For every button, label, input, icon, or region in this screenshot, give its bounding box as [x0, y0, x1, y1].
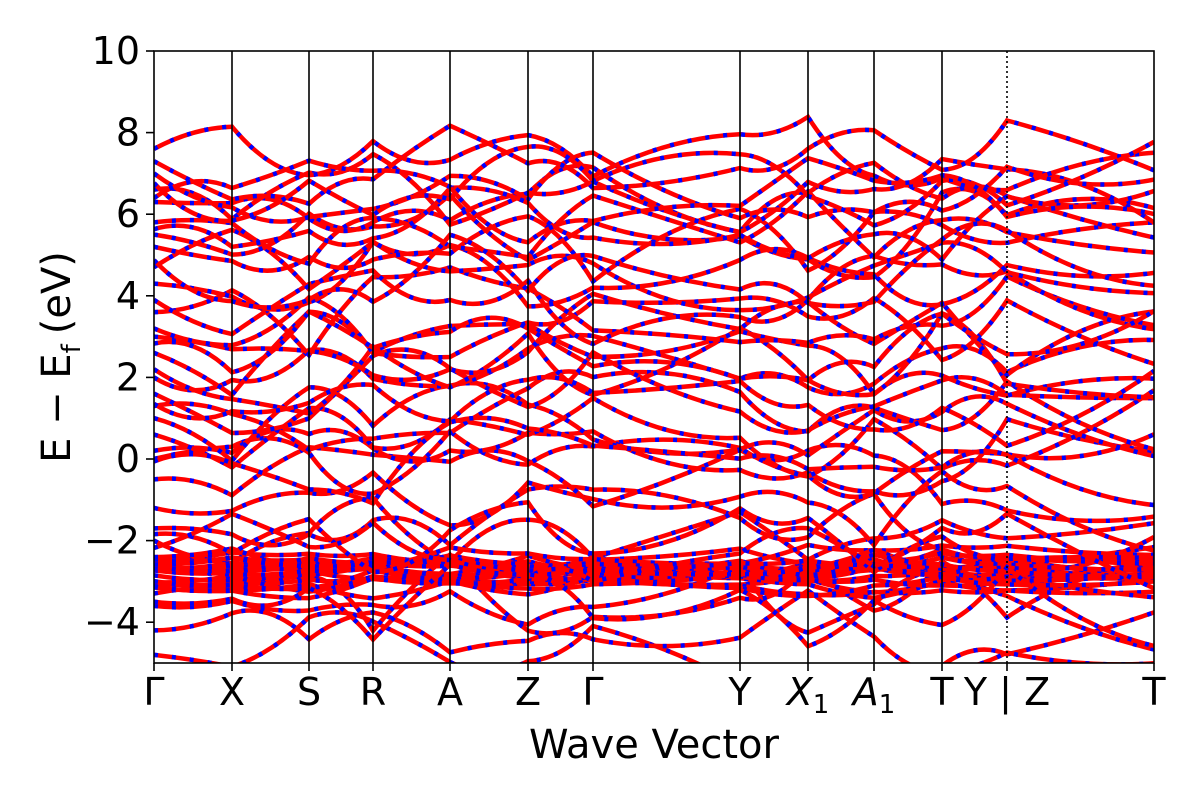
band-line-red	[154, 587, 1154, 663]
x-tick-label: Y	[727, 670, 752, 714]
y-axis-title-sub: f	[57, 343, 87, 353]
x-tick-label: T	[929, 670, 954, 714]
band-line-blue-dashed	[154, 308, 1154, 383]
x-tick-label: S	[297, 670, 321, 714]
band-line-blue-dashed	[154, 380, 1154, 465]
band-line-blue-dashed	[154, 428, 1154, 500]
x-tick-label: A1	[850, 670, 896, 720]
y-tick-label: 2	[116, 355, 140, 399]
y-axis-title: E − Ef (eV)	[34, 251, 87, 463]
x-tick-label: X1	[785, 670, 830, 720]
y-tick-label: −4	[84, 600, 140, 644]
band-lines	[154, 113, 1154, 663]
y-tick-label: 4	[116, 274, 140, 318]
x-tick-label: T	[1141, 670, 1166, 714]
band-line-blue-dashed	[154, 206, 1154, 285]
band-line-red	[154, 188, 1154, 267]
y-tick-label: 0	[116, 437, 140, 481]
x-tick-label: Z	[515, 670, 541, 714]
y-tick-label: −2	[84, 519, 140, 563]
band-line-red	[154, 574, 1154, 601]
band-line-red	[154, 221, 1154, 310]
y-tick-label: 8	[116, 111, 140, 155]
y-axis-title-unit: (eV)	[34, 251, 80, 334]
band-line-red	[154, 185, 1154, 263]
x-tick-label: Y | Z	[963, 670, 1050, 715]
band-line-blue-dashed	[154, 186, 1154, 280]
band-line-red	[154, 468, 1154, 553]
plot-frame	[153, 50, 1155, 664]
high-symmetry-lines	[231, 51, 1008, 663]
band-line-blue-dashed	[154, 510, 1154, 591]
band-line-blue-dashed	[154, 562, 1154, 649]
y-axis-title-main: E − E	[34, 353, 80, 463]
y-axis: 10 8 6 4 2 0 −2 −4	[84, 29, 154, 644]
x-tick-label: Γ	[582, 670, 603, 714]
band-line-blue-dashed	[154, 415, 1154, 508]
x-tick-label: R	[360, 670, 386, 714]
y-tick-label: 10	[92, 29, 140, 73]
y-tick-label: 6	[116, 192, 140, 236]
x-tick-label: X	[219, 670, 245, 714]
x-axis-title: Wave Vector	[529, 722, 780, 768]
band-line-blue-dashed	[154, 442, 1154, 524]
x-tick-label: Γ	[143, 670, 164, 714]
x-tick-label: A	[437, 670, 463, 714]
